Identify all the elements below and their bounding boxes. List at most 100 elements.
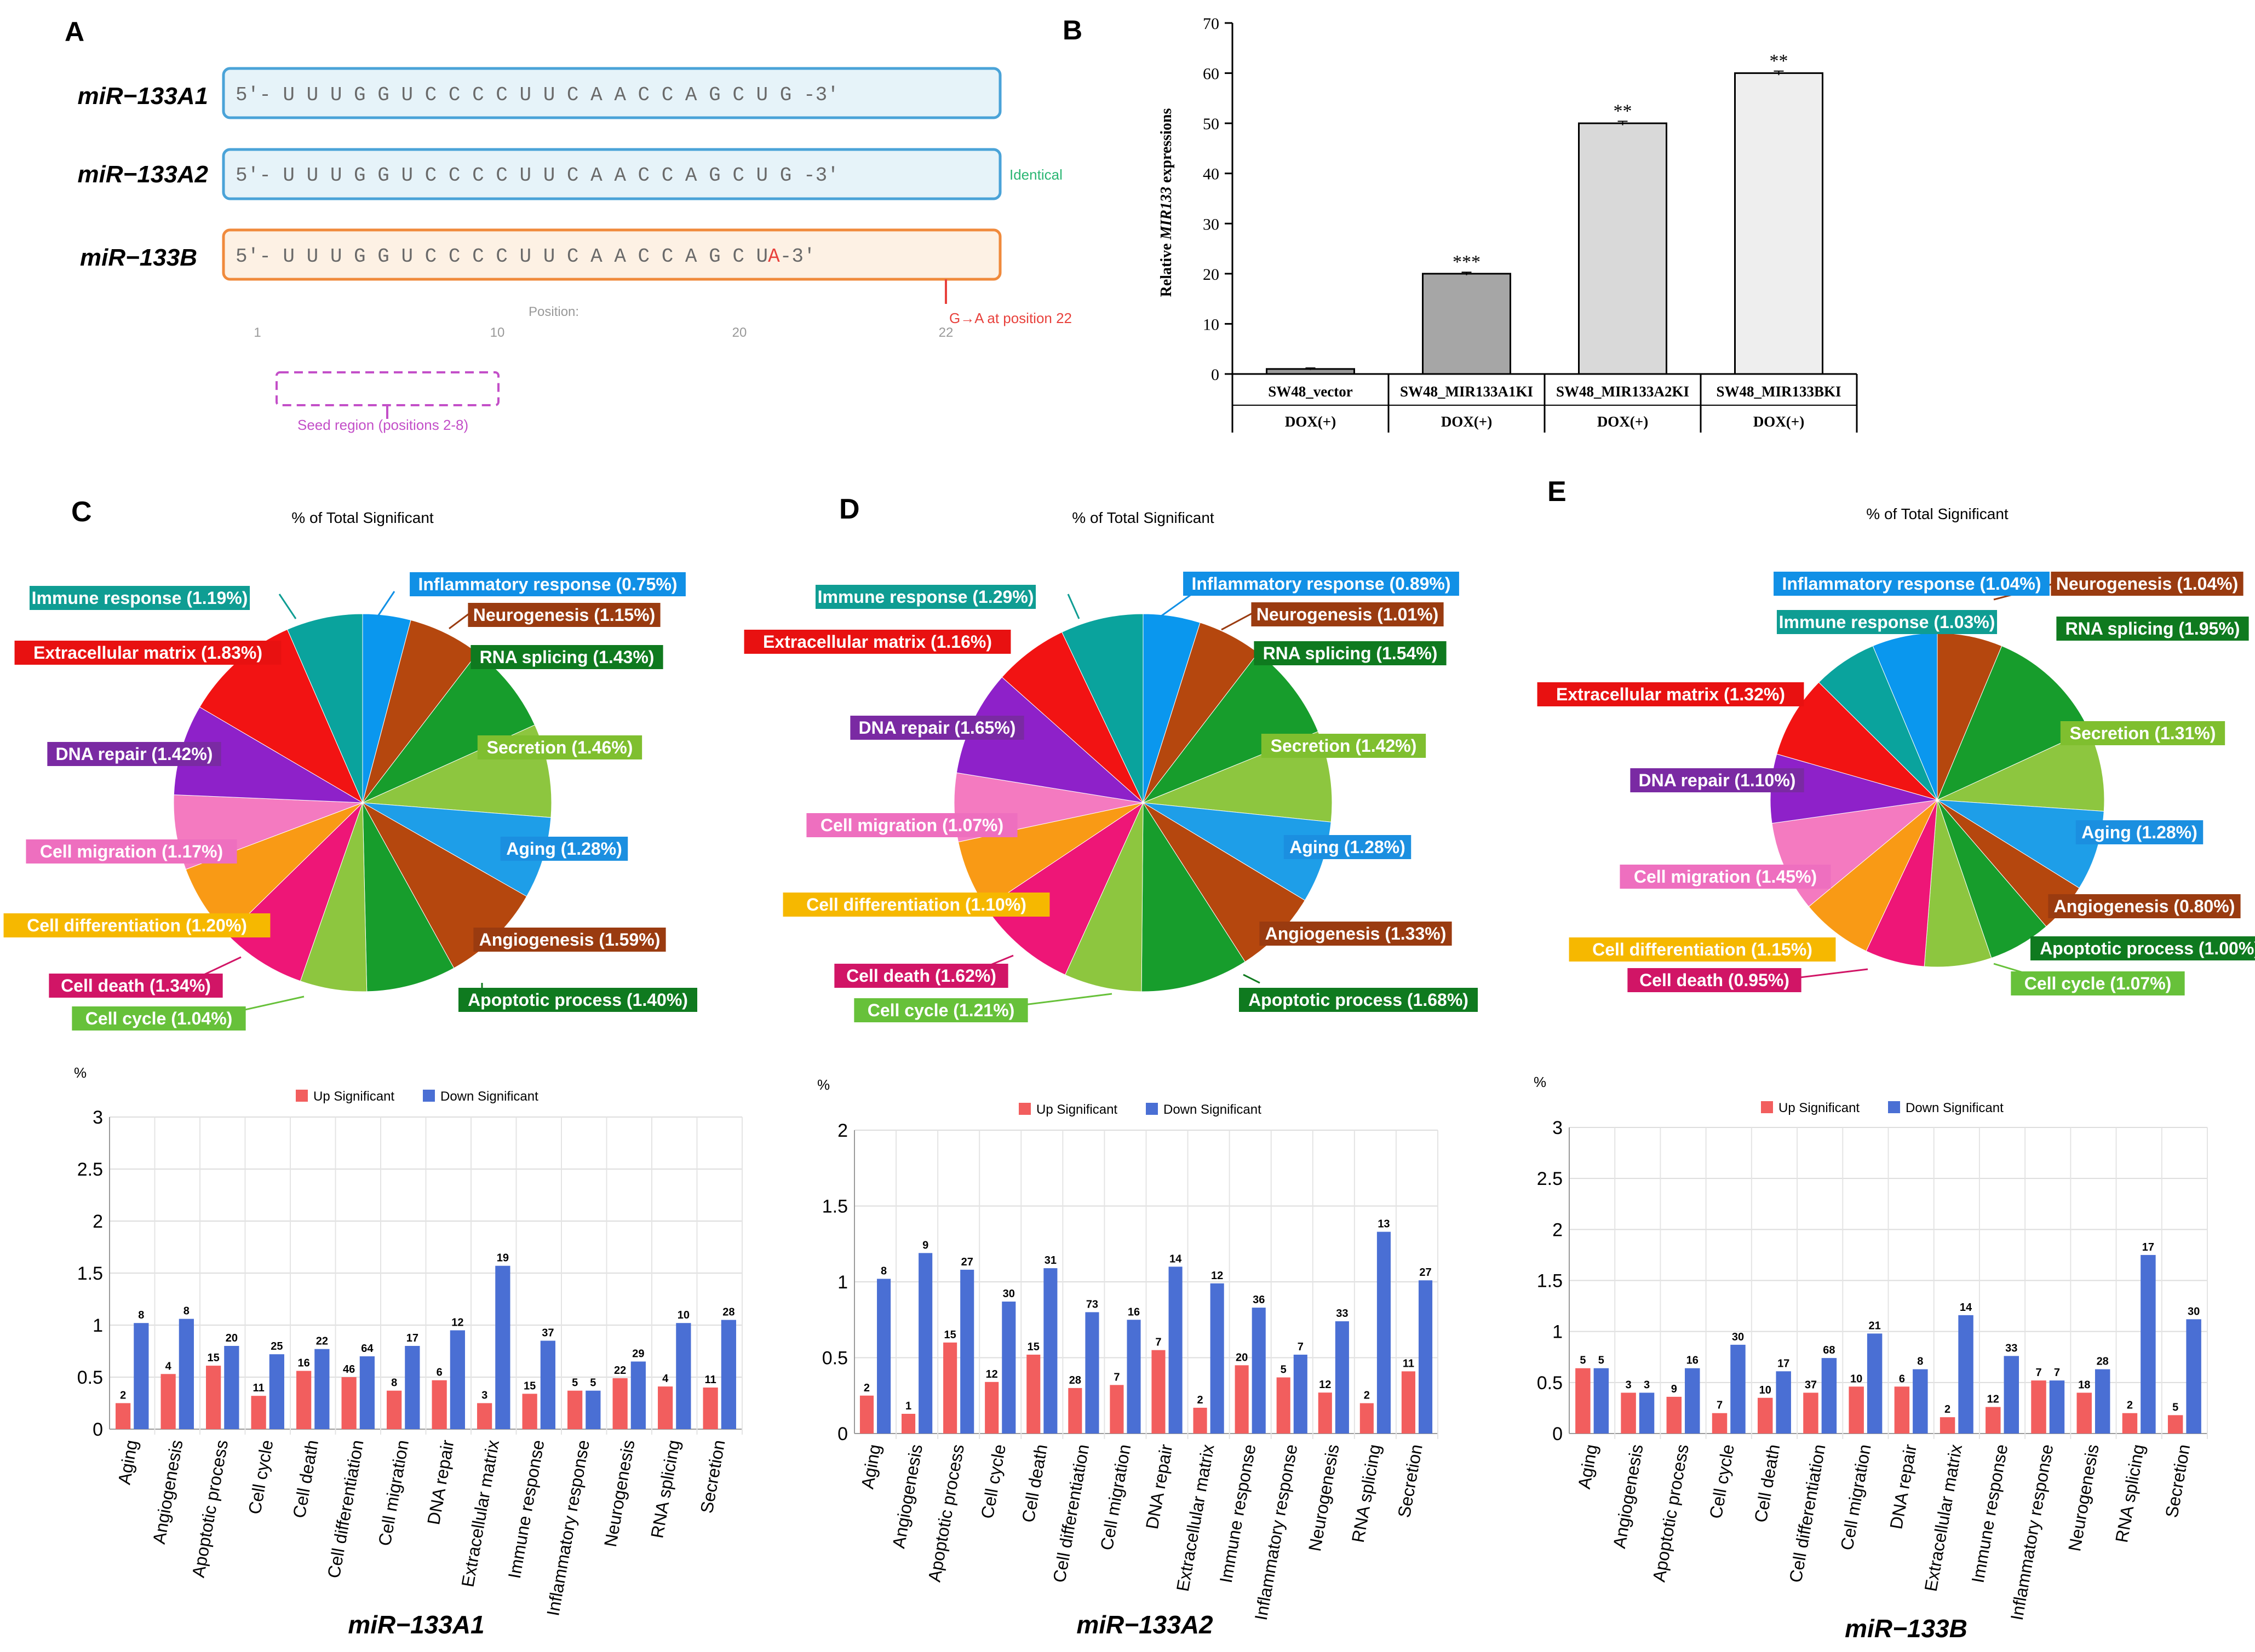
pie-label-box-cell-differentiation xyxy=(3,913,271,937)
up-bar-neurogenesis xyxy=(1318,1392,1332,1434)
bar-count-label: 30 xyxy=(1003,1288,1015,1300)
pie-label-box-cell-differentiation xyxy=(1569,937,1836,962)
x-category-label: Neurogenesis xyxy=(2064,1443,2103,1553)
up-bar-immune-response xyxy=(522,1394,537,1429)
seed-region-label: Seed region (positions 2-8) xyxy=(297,417,468,433)
down-bar-extracellular-matrix xyxy=(1958,1315,1973,1434)
bar-count-label: 11 xyxy=(1403,1357,1414,1369)
pie-label-box-dna-repair xyxy=(47,742,221,766)
y-tick-label: 2 xyxy=(1552,1219,1563,1240)
up-bar-cell-death xyxy=(1026,1354,1041,1434)
bar-count-label: 15 xyxy=(944,1329,956,1341)
bar-count-label: 37 xyxy=(542,1327,554,1339)
legend-up-label: Up Significant xyxy=(313,1089,394,1104)
pie-slice-cell-cycle xyxy=(1924,799,1992,968)
panel-b: B Relative MIR133 expressions 0 10 20 30 40 5… xyxy=(1063,15,1858,433)
bar-count-label: 10 xyxy=(678,1309,690,1321)
bars-unit-label: % xyxy=(1534,1074,1546,1090)
x-category-label: SW48_MIR133A2KI xyxy=(1556,383,1689,400)
x-category-label: Extracellular matrix xyxy=(1173,1443,1218,1593)
x-category-label: Apoptotic process xyxy=(188,1438,232,1579)
pie-slice-rna-splicing xyxy=(1937,645,2090,801)
bar-count-label: 8 xyxy=(183,1305,190,1317)
pie-label-box-rna-splicing xyxy=(1254,641,1447,665)
x-category-label: Aging xyxy=(1574,1443,1602,1490)
pie-leader-line xyxy=(1221,611,1255,631)
bar-count-label: 30 xyxy=(1732,1331,1744,1343)
x-category-label: Secretion xyxy=(2161,1443,2194,1519)
down-bar-secretion xyxy=(2186,1319,2201,1434)
bar-sw48-mir133a1ki xyxy=(1422,273,1511,375)
pie-label-angiogenesis: Angiogenesis (1.59%) xyxy=(479,930,661,949)
up-bar-immune-response xyxy=(1235,1365,1249,1434)
up-bar-dna-repair xyxy=(432,1380,447,1429)
up-bar-cell-migration xyxy=(387,1390,402,1429)
legend-down-swatch xyxy=(1146,1103,1158,1115)
pie-label-box-inflammatory-response xyxy=(1774,572,2050,596)
bar-count-label: 29 xyxy=(632,1348,644,1360)
down-bar-cell-differentiation xyxy=(1821,1358,1837,1434)
pie-label-immune-response: Immune response (1.29%) xyxy=(818,587,1034,607)
pie-label-cell-cycle: Cell cycle (1.21%) xyxy=(868,1000,1015,1020)
pie-leader-line xyxy=(278,594,297,619)
down-bar-neurogenesis xyxy=(630,1361,646,1429)
pie-label-immune-response: Immune response (1.03%) xyxy=(1779,612,1995,632)
x-category-label: DNA repair xyxy=(423,1438,458,1527)
bar-count-label: 14 xyxy=(1960,1302,1972,1314)
pie-label-box-aging xyxy=(2075,820,2204,844)
pie-label-rna-splicing: RNA splicing (1.95%) xyxy=(2065,619,2240,638)
x-category-label: Aging xyxy=(857,1443,885,1490)
pie-label-cell-death: Cell death (1.34%) xyxy=(61,976,211,995)
pie-label-cell-differentiation: Cell differentiation (1.10%) xyxy=(806,895,1026,914)
legend-up-swatch xyxy=(296,1090,308,1102)
x-category-label: Inflammatory response xyxy=(543,1438,593,1618)
pie-label-box-apoptotic-process xyxy=(458,988,697,1012)
bar-count-label: 64 xyxy=(361,1343,374,1355)
bar-count-label: 3 xyxy=(1644,1379,1650,1391)
bar-count-label: 8 xyxy=(138,1309,144,1321)
down-bar-cell-cycle xyxy=(269,1354,284,1429)
bar-count-label: 2 xyxy=(864,1382,870,1394)
bar-count-label: 8 xyxy=(391,1377,397,1389)
ylabel-suffix: expressions xyxy=(1158,108,1175,186)
pie-label-box-secretion xyxy=(2060,721,2225,745)
pie-label-secretion: Secretion (1.42%) xyxy=(1271,736,1417,756)
x-category-label: Secretion xyxy=(697,1438,729,1515)
y-tick-label: 0.5 xyxy=(1537,1373,1563,1394)
y-tick-label: 0 xyxy=(837,1424,848,1444)
bar-count-label: 7 xyxy=(1114,1371,1120,1383)
bar-count-label: 3 xyxy=(1626,1379,1632,1391)
pie-label-box-rna-splicing xyxy=(470,645,663,669)
pie-label-box-immune-response xyxy=(29,586,250,610)
bar-count-label: 12 xyxy=(1987,1394,1999,1406)
y-tick-label: 70 xyxy=(1203,15,1219,33)
bar-count-label: 16 xyxy=(1128,1306,1140,1318)
bar-count-label: 14 xyxy=(1169,1253,1182,1265)
bar-count-label: 27 xyxy=(961,1256,973,1268)
pie-leader-line xyxy=(449,611,472,630)
pie-label-inflammatory-response: Inflammatory response (0.75%) xyxy=(418,574,677,594)
panel-letter-d: D xyxy=(839,493,860,525)
bar-count-label: 12 xyxy=(451,1317,463,1329)
panel-letter-a: A xyxy=(65,16,84,47)
pie-label-box-extracellular-matrix xyxy=(744,630,1011,654)
x-category-label: Cell death xyxy=(289,1438,322,1519)
down-bar-rna-splicing xyxy=(1376,1231,1391,1434)
pie-slice-extracellular-matrix xyxy=(1001,631,1144,803)
pie-label-box-neurogenesis xyxy=(2051,572,2243,596)
x-category-label: Cell migration xyxy=(1097,1443,1134,1552)
bar-count-label: 7 xyxy=(1155,1337,1161,1349)
down-bar-angiogenesis xyxy=(179,1319,194,1429)
x-category-label: Secretion xyxy=(1394,1443,1426,1519)
pie-leader-line xyxy=(1067,594,1080,619)
up-bar-neurogenesis xyxy=(2076,1392,2092,1434)
bar-count-label: 28 xyxy=(722,1306,735,1319)
up-bar-rna-splicing xyxy=(658,1386,673,1429)
seed-region-box xyxy=(276,371,500,406)
y-tick-label: 1 xyxy=(837,1272,848,1293)
up-bar-angiogenesis xyxy=(902,1413,916,1434)
up-bar-cell-cycle xyxy=(985,1382,999,1434)
down-bar-dna-repair xyxy=(450,1330,465,1429)
pie-label-apoptotic-process: Apoptotic process (1.68%) xyxy=(1248,990,1468,1010)
pie-label-box-cell-cycle xyxy=(72,1006,246,1031)
